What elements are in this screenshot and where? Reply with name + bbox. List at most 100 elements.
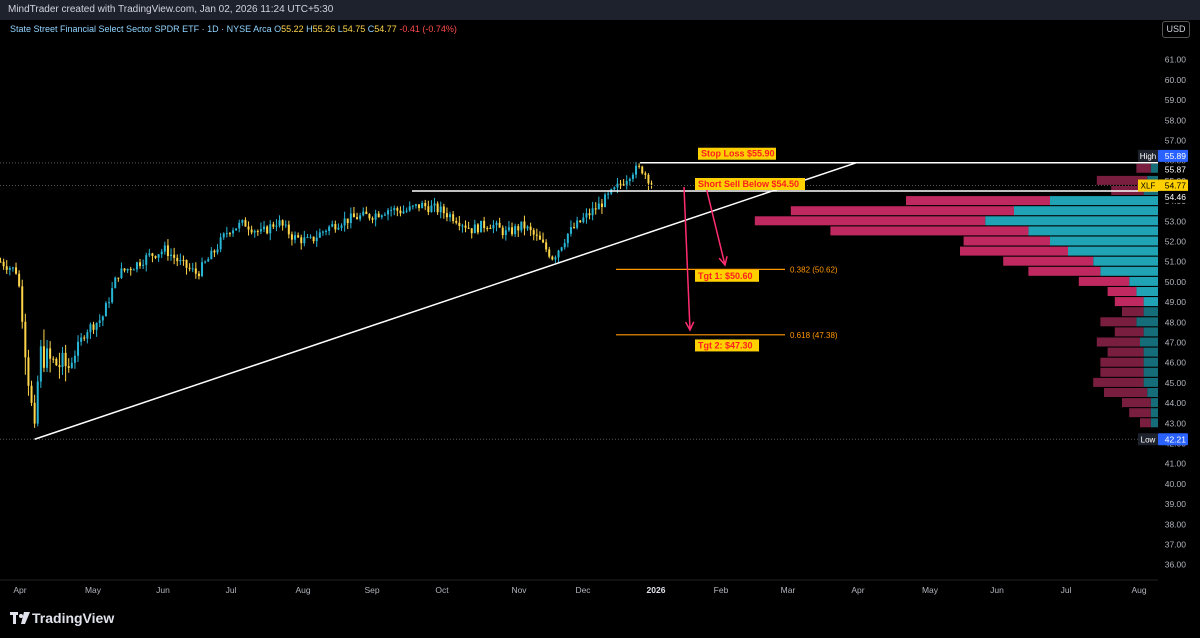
price-tick-label: 45.00	[1165, 378, 1187, 388]
candle-body	[80, 337, 83, 342]
candle-body	[256, 231, 259, 233]
candle-body	[498, 222, 501, 228]
time-tick-label: Jun	[156, 585, 170, 595]
time-tick-label: Jun	[990, 585, 1004, 595]
candle-body	[278, 220, 281, 226]
price-tick-label: 47.00	[1165, 338, 1187, 348]
price-tick-label: 48.00	[1165, 317, 1187, 327]
candle-body	[185, 259, 188, 268]
price-chart[interactable]: 0.382 (50.62) 0.618 (47.38) Stop Loss $55.…	[0, 0, 1200, 600]
high-price-tag-bg	[1158, 149, 1188, 162]
price-tick-label: 43.00	[1165, 418, 1187, 428]
candle-body	[461, 225, 464, 227]
price-tick-label: 58.00	[1165, 115, 1187, 125]
arrow-to-tgt1	[705, 186, 726, 266]
candle-body	[27, 357, 30, 386]
arrow-to-tgt2-head	[684, 321, 695, 332]
arrow-to-tgt2	[683, 186, 691, 331]
candle-body	[235, 228, 238, 231]
candle-body	[529, 226, 532, 231]
candle-body	[483, 220, 486, 228]
price-tick-label: 59.00	[1165, 95, 1187, 105]
candle-body	[365, 211, 368, 215]
candle-body	[244, 220, 247, 227]
candle-body	[238, 222, 241, 229]
candle-body	[476, 224, 479, 233]
candle-body	[219, 237, 222, 250]
tradingview-brand[interactable]: TradingView	[32, 610, 115, 626]
time-tick-label: Mar	[781, 585, 796, 595]
time-tick-label: Sep	[364, 585, 379, 595]
time-tick-label: Aug	[295, 585, 310, 595]
currency-button[interactable]: USD	[1162, 21, 1190, 38]
candle-body	[467, 227, 470, 229]
candle-body	[535, 234, 538, 236]
candle-body	[170, 254, 173, 256]
short-sell-label: Short Sell Below $54.50	[698, 179, 799, 189]
candle-body	[585, 213, 588, 218]
volume-profile-buy-bar	[1068, 246, 1158, 256]
candle-body	[641, 166, 644, 174]
volume-profile-buy-bar	[1140, 337, 1158, 347]
legend-title[interactable]: State Street Financial Select Sector SPD…	[10, 24, 272, 34]
candle-body	[120, 268, 123, 279]
candle-body	[616, 183, 619, 188]
candle-body	[222, 233, 225, 238]
volume-profile-sell-bar	[1096, 175, 1148, 185]
candle-body	[8, 268, 11, 270]
candle-body	[545, 242, 548, 250]
candle-body	[306, 237, 309, 239]
candle-body	[352, 213, 355, 218]
volume-profile-buy-bar	[1150, 408, 1158, 418]
candle-body	[117, 277, 120, 279]
time-tick-label: Dec	[575, 585, 591, 595]
candle-body	[523, 221, 526, 229]
candle-body	[0, 261, 2, 263]
last-price-tag-prefix-bg	[1138, 179, 1158, 192]
legend-low: L54.75	[337, 24, 366, 34]
candle-body	[430, 205, 433, 213]
candle-body	[18, 273, 21, 287]
volume-profile-buy-bar	[1129, 276, 1158, 286]
candle-body	[520, 221, 523, 231]
volume-profile-sell-bar	[1140, 418, 1151, 428]
candle-body	[64, 352, 67, 367]
candle-body	[95, 322, 98, 330]
volume-profile-sell-bar	[1028, 266, 1101, 276]
candle-body	[644, 173, 647, 175]
last-price-tag-prefix: XLF	[1141, 182, 1156, 191]
candle-body	[594, 208, 597, 210]
candle-body	[464, 225, 467, 228]
legend-open: O55.22	[274, 24, 304, 34]
candle-body	[445, 213, 448, 218]
volume-profile-sell-bar	[830, 226, 1029, 236]
candle-body	[132, 269, 135, 271]
candle-body	[24, 321, 27, 358]
candle-body	[387, 210, 390, 215]
candle-body	[414, 204, 417, 206]
time-tick-label: Jul	[1061, 585, 1072, 595]
volume-profile-sell-bar	[1100, 367, 1144, 377]
time-tick-label: Nov	[511, 585, 527, 595]
short-sell-label-bg	[695, 178, 805, 190]
volume-profile-buy-bar	[1136, 287, 1158, 296]
volume-profile-sell-bar	[906, 196, 1050, 206]
candle-body	[151, 253, 154, 256]
candle-body	[297, 235, 300, 238]
high-price-tag-prefix-bg	[1138, 149, 1158, 162]
candle-body	[383, 214, 386, 216]
candle-body	[371, 218, 374, 220]
candle-body	[191, 268, 194, 270]
candle-body	[473, 224, 476, 234]
candle-body	[315, 237, 318, 242]
candle-body	[334, 224, 337, 230]
volume-profile-sell-bar	[1104, 388, 1148, 397]
candle-body	[321, 231, 324, 233]
candle-body	[49, 348, 52, 359]
candle-body	[142, 264, 145, 266]
low-price-tag: 42.21	[1165, 434, 1187, 444]
candle-body	[290, 234, 293, 240]
price-tick-label: 50.00	[1165, 277, 1187, 287]
candle-body	[139, 262, 142, 266]
lower-level-tag: 54.46	[1165, 192, 1187, 202]
